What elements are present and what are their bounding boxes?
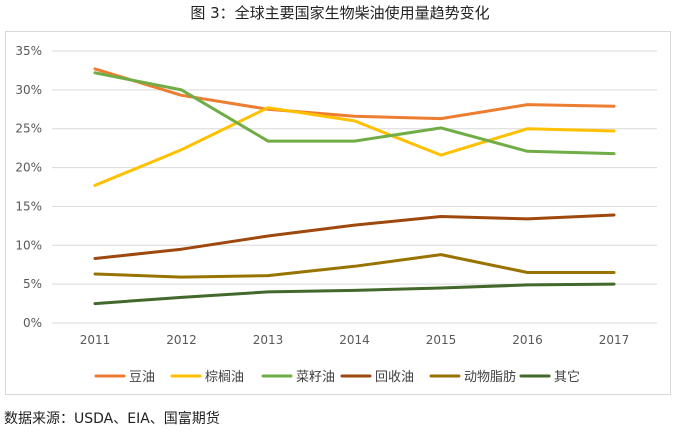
chart-frame (5, 31, 671, 395)
x-tick-label: 2016 (512, 333, 543, 347)
legend-label: 菜籽油 (296, 370, 335, 385)
series-line (93, 213, 616, 260)
x-tick-label: 2015 (426, 333, 457, 347)
legend-label: 回收油 (375, 370, 414, 385)
y-tick-label: 30% (15, 83, 42, 97)
legend-label: 豆油 (129, 370, 155, 385)
chart-title: 图 3：全球主要国家生物柴油使用量趋势变化 (190, 4, 490, 22)
series-line (93, 282, 616, 306)
y-tick-label: 20% (15, 161, 42, 175)
y-tick-label: 35% (15, 44, 42, 58)
series-line (93, 253, 616, 279)
series-line (93, 106, 616, 187)
y-tick-label: 10% (15, 238, 42, 252)
x-tick-label: 2012 (166, 333, 197, 347)
y-tick-label: 25% (15, 122, 42, 136)
legend-label: 棕榈油 (205, 370, 244, 385)
y-tick-label: 0% (23, 316, 42, 330)
series-line (93, 67, 616, 121)
series-line (93, 71, 616, 156)
source-note: 数据来源：USDA、EIA、国富期货 (4, 411, 220, 427)
line-chart: 0% 5% 10% 15% 20% 25% 30% 35% 2011 2012 2013 2014 20… (15, 44, 657, 385)
x-tick-label: 2017 (599, 333, 630, 347)
y-tick-label: 15% (15, 199, 42, 213)
legend-label: 其它 (554, 369, 580, 385)
legend-label: 动物脂肪 (464, 369, 516, 385)
y-tick-label: 5% (23, 277, 42, 291)
x-tick-label: 2013 (253, 333, 284, 347)
x-tick-label: 2014 (339, 333, 370, 347)
x-tick-label: 2011 (80, 333, 111, 347)
